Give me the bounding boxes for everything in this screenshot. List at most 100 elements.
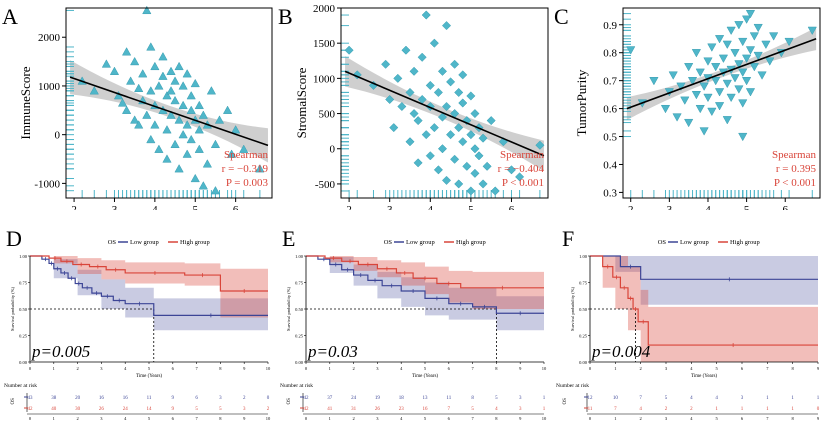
spearman-label: Spearman xyxy=(772,149,816,161)
regression-line xyxy=(344,70,545,157)
x-tick-label: 4 xyxy=(152,204,158,210)
data-point xyxy=(222,105,233,114)
data-point xyxy=(699,127,709,136)
legend-entry: High group xyxy=(180,239,210,246)
data-point xyxy=(186,105,196,114)
data-point xyxy=(454,87,464,97)
data-point xyxy=(741,77,752,86)
risk-table-x-tick: 1 xyxy=(329,416,331,421)
data-point xyxy=(458,137,468,147)
data-point xyxy=(515,172,525,182)
data-point xyxy=(726,93,736,103)
x-tick-label: 6 xyxy=(741,366,744,371)
data-point xyxy=(749,63,759,72)
panel-label: D xyxy=(6,226,22,251)
data-point xyxy=(703,57,713,66)
data-point xyxy=(753,23,763,33)
y-tick-label: 0 xyxy=(330,144,336,156)
data-point xyxy=(166,86,176,95)
data-point xyxy=(738,99,748,108)
data-point xyxy=(711,77,721,86)
data-point xyxy=(454,179,464,189)
risk-count-high: 1 xyxy=(543,407,546,412)
regression-line xyxy=(626,37,817,110)
risk-count-high: 2 xyxy=(267,407,270,412)
data-point xyxy=(734,85,744,94)
data-point xyxy=(691,49,702,58)
risk-count-low: 16 xyxy=(99,396,105,401)
plot-frame xyxy=(65,7,273,199)
risk-count-low: 3 xyxy=(741,396,744,401)
y-tick-label: 0.75 xyxy=(579,281,588,286)
risk-table-x-tick: 5 xyxy=(424,416,427,421)
x-tick-label: 10 xyxy=(542,366,547,371)
risk-table-x-tick: 10 xyxy=(542,416,547,421)
risk-count-high: 1 xyxy=(741,407,744,412)
data-point xyxy=(470,109,480,119)
x-tick-label: 0 xyxy=(589,366,592,371)
y-tick-label: 1.00 xyxy=(579,254,588,259)
y-tick-label: 0.9 xyxy=(603,20,617,32)
confidence-band-high xyxy=(306,256,544,309)
x-tick-label: 6 xyxy=(172,366,175,371)
x-tick-label: 9 xyxy=(243,366,246,371)
data-point xyxy=(178,100,188,110)
y-tick-label: 0.00 xyxy=(579,360,588,365)
risk-count-low: 37 xyxy=(327,396,333,401)
risk-table-x-tick: 7 xyxy=(195,416,198,421)
data-point xyxy=(194,125,204,134)
x-tick-label: 7 xyxy=(471,366,474,371)
data-point xyxy=(745,9,756,19)
risk-table-x-tick: 9 xyxy=(817,416,820,421)
data-point xyxy=(466,130,476,140)
panel-label: C xyxy=(554,4,569,29)
data-point xyxy=(714,102,725,111)
data-point xyxy=(450,154,460,164)
data-point xyxy=(170,76,180,85)
data-point xyxy=(458,98,468,108)
data-point xyxy=(150,61,160,71)
x-tick-label: 6 xyxy=(782,204,788,210)
y-tick-label: 0.75 xyxy=(19,281,28,286)
risk-count-high: 14 xyxy=(147,407,153,412)
risk-count-low: 1 xyxy=(791,396,794,401)
risk-table-x-tick: 2 xyxy=(352,416,354,421)
risk-count-high: 3 xyxy=(519,407,522,412)
data-point xyxy=(433,165,443,175)
scatter-panel-c: C0.30.40.50.60.70.80.923456TAF1DTumorPur… xyxy=(554,4,821,210)
risk-table-x-tick: 6 xyxy=(741,416,744,421)
risk-count-low: 12 xyxy=(588,396,594,401)
data-point xyxy=(170,139,180,149)
risk-table-row-label: OS xyxy=(563,398,568,405)
risk-table-row-label: OS xyxy=(11,398,16,405)
legend-entry: High group xyxy=(730,239,760,246)
risk-count-high: 1 xyxy=(715,407,718,412)
legend-entry: High group xyxy=(456,239,486,246)
risk-count-low: 6 xyxy=(195,396,198,401)
p-value: P < 0.001 xyxy=(774,177,816,189)
data-point xyxy=(466,186,476,196)
risk-count-low: 1 xyxy=(766,396,769,401)
y-axis-label: TumorPurity xyxy=(574,69,589,136)
data-point xyxy=(707,107,717,117)
p-value: P < 0.001 xyxy=(502,177,544,189)
y-tick-label: 0.3 xyxy=(603,187,617,199)
risk-table-x-tick: 0 xyxy=(29,416,32,421)
x-axis-label: Time (Years) xyxy=(412,374,438,379)
p-value: p=0.005 xyxy=(31,342,90,361)
plot-frame xyxy=(340,7,549,199)
risk-table-x-tick: 6 xyxy=(172,416,175,421)
data-point xyxy=(726,26,736,36)
data-point xyxy=(210,139,221,149)
data-point xyxy=(344,45,354,55)
data-point xyxy=(190,173,200,183)
y-tick-label: 0.00 xyxy=(295,360,304,365)
legend-title: OS xyxy=(658,239,667,246)
x-tick-label: 4 xyxy=(428,204,434,210)
risk-count-high: 26 xyxy=(375,407,381,412)
x-tick-label: 3 xyxy=(112,204,118,210)
legend-entry: Low group xyxy=(130,239,159,246)
risk-count-high: 42 xyxy=(28,407,34,412)
y-tick-label: 0.50 xyxy=(19,307,28,312)
y-tick-label: 0.8 xyxy=(603,48,617,60)
